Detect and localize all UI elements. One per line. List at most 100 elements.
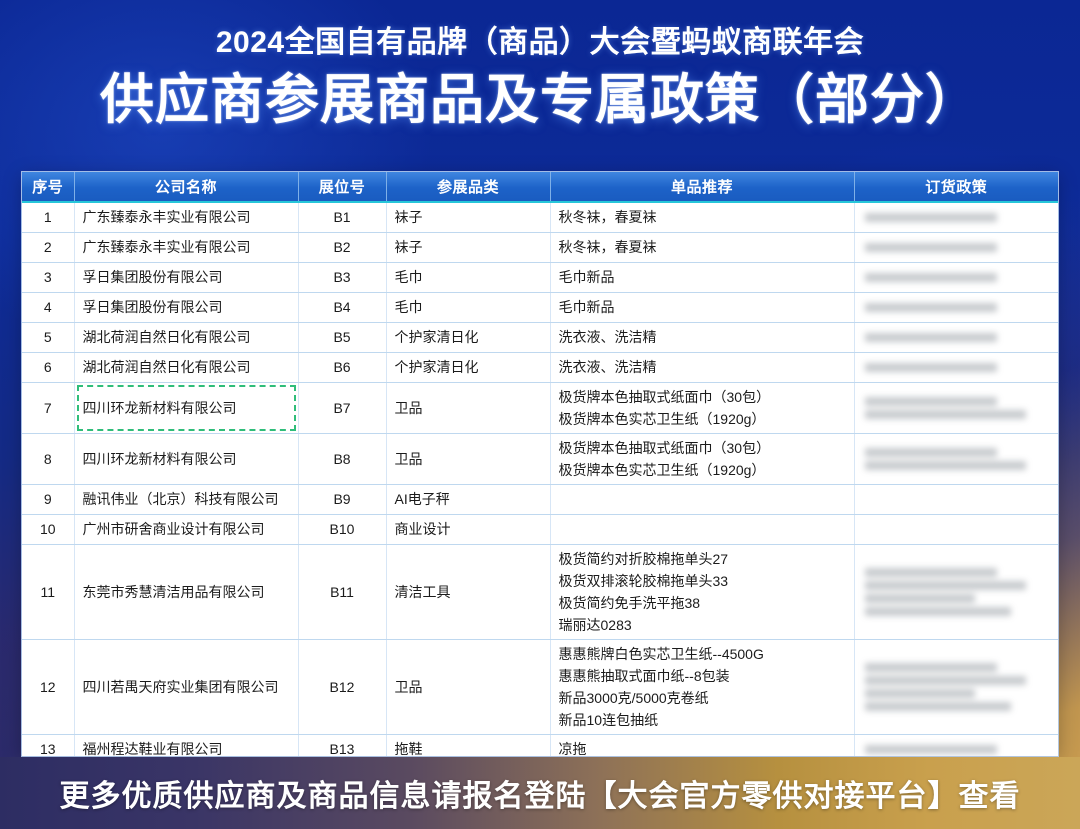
footer-bracket-open: 【	[586, 780, 618, 813]
footer-text-after: 查看	[958, 780, 1021, 813]
table-row[interactable]: 5 湖北荷润自然日化有限公司 B5 个护家清日化 洗衣液、洗洁精	[22, 322, 1059, 353]
recommended-item-line: 极货简约免手洗平拖38	[558, 594, 701, 611]
cell-company-name: 湖北荷润自然日化有限公司	[74, 322, 299, 353]
cell-index: 8	[22, 433, 75, 485]
table-row[interactable]: 7 四川环龙新材料有限公司 B7 卫品 极货牌本色抽取式纸面巾（30包） 极货牌本色实芯卫…	[22, 382, 1059, 434]
redacted-line	[864, 396, 997, 406]
cell-recommended-items: 惠惠熊牌白色实芯卫生纸--4500G 惠惠熊抽取式面巾纸--8包装 新品3000克/…	[550, 639, 855, 735]
cell-order-policy	[854, 514, 1058, 545]
cell-booth-number: B13	[298, 734, 387, 756]
recommended-item-line: 毛巾新品	[558, 269, 615, 285]
cell-company-name: 广东臻泰永丰实业有限公司	[74, 202, 299, 233]
cell-index: 5	[22, 322, 75, 353]
cell-category: 毛巾	[386, 292, 551, 323]
table-row[interactable]: 1 广东臻泰永丰实业有限公司 B1 袜子 秋冬袜，春夏袜	[22, 202, 1058, 233]
cell-index: 12	[22, 639, 75, 735]
table-row[interactable]: 13 福州程达鞋业有限公司 B13 拖鞋 凉拖	[22, 734, 1058, 756]
table-header: 序号 公司名称 展位号 参展品类 单品推荐 订货政策	[22, 172, 1058, 203]
recommended-item-line: 惠惠熊抽取式面巾纸--8包装	[558, 667, 730, 684]
column-header-category: 参展品类	[386, 172, 551, 203]
cell-recommended-items: 极货牌本色抽取式纸面巾（30包） 极货牌本色实芯卫生纸（1920g）	[550, 382, 855, 434]
redacted-policy-content	[855, 736, 1059, 757]
redacted-line	[864, 447, 997, 457]
recommended-item-line: 秋冬袜，春夏袜	[558, 209, 657, 226]
cell-recommended-items	[550, 484, 855, 515]
cell-category: 拖鞋	[386, 734, 551, 756]
cell-recommended-items: 极货简约对折胶棉拖单头27 极货双排滚轮胶棉拖单头33 极货简约免手洗平拖38 瑞丽达…	[550, 544, 855, 640]
cell-index: 13	[22, 734, 75, 756]
cell-order-policy	[854, 202, 1058, 233]
cell-company-name: 四川环龙新材料有限公司	[74, 433, 299, 485]
cell-recommended-items: 秋冬袜，春夏袜	[550, 232, 855, 263]
recommended-item-line: 极货双排滚轮胶棉拖单头33	[558, 572, 729, 589]
cell-category: 毛巾	[386, 262, 551, 293]
redacted-line	[864, 212, 997, 222]
cell-booth-number: B2	[298, 232, 387, 263]
title-block: 2024全国自有品牌（商品）大会暨蚂蚁商联年会 供应商参展商品及专属政策（部分）	[0, 22, 1080, 132]
table-row[interactable]: 4 孚日集团股份有限公司 B4 毛巾 毛巾新品	[22, 292, 1058, 323]
redacted-line	[864, 701, 1012, 711]
table-row[interactable]: 3 孚日集团股份有限公司 B3 毛巾 毛巾新品	[22, 262, 1058, 293]
recommended-item-line: 新品10连包抽纸	[558, 711, 659, 728]
recommended-item-line: 瑞丽达0283	[558, 616, 632, 633]
event-subtitle: 2024全国自有品牌（商品）大会暨蚂蚁商联年会	[215, 26, 865, 59]
redacted-line	[864, 580, 1026, 590]
page-title: 供应商参展商品及专属政策（部分）	[100, 70, 980, 130]
cell-order-policy	[854, 734, 1058, 756]
cell-booth-number: B5	[298, 322, 387, 353]
cell-category: 个护家清日化	[386, 352, 551, 383]
cell-booth-number: B9	[298, 484, 387, 515]
redacted-policy-content	[855, 324, 1059, 351]
column-header-booth: 展位号	[298, 172, 387, 203]
redacted-policy-content	[855, 388, 1059, 428]
cell-company-name: 孚日集团股份有限公司	[74, 262, 299, 293]
footer-platform-name[interactable]: 大会官方零供对接平台	[617, 780, 928, 813]
cell-index: 3	[22, 262, 75, 293]
table-row[interactable]: 9 融讯伟业（北京）科技有限公司 B9 AI电子秤	[22, 484, 1058, 515]
recommended-item-line: 极货简约对折胶棉拖单头27	[558, 550, 729, 567]
suppliers-table: 序号 公司名称 展位号 参展品类 单品推荐 订货政策 1 广东臻泰永丰实业有限公司…	[22, 172, 1058, 756]
recommended-item-line: 洗衣液、洗洁精	[558, 359, 657, 375]
cell-index: 9	[22, 484, 75, 515]
cell-company-name: 广州市研舍商业设计有限公司	[74, 514, 299, 545]
footer-bracket-close: 】	[927, 780, 959, 813]
table-row[interactable]: 2 广东臻泰永丰实业有限公司 B2 袜子 秋冬袜，春夏袜	[22, 232, 1058, 263]
cell-company-name: 四川环龙新材料有限公司	[74, 382, 299, 434]
cell-category: 卫品	[386, 382, 551, 434]
cell-order-policy	[854, 433, 1058, 485]
footer-text-before: 更多优质供应商及商品信息请报名登陆	[59, 780, 587, 813]
cell-order-policy	[854, 639, 1058, 735]
table-header-row: 序号 公司名称 展位号 参展品类 单品推荐 订货政策	[22, 172, 1058, 203]
cell-company-name: 四川若禺天府实业集团有限公司	[74, 639, 299, 735]
column-header-company: 公司名称	[74, 172, 299, 203]
cell-order-policy	[854, 352, 1058, 383]
cell-order-policy	[854, 382, 1059, 434]
cell-booth-number: B10	[298, 514, 387, 545]
cell-booth-number: B1	[298, 202, 387, 233]
recommended-item-line: 极货牌本色实芯卫生纸（1920g）	[558, 410, 766, 427]
cell-booth-number: B7	[298, 382, 387, 434]
cell-index: 7	[22, 382, 75, 434]
footer-banner: 更多优质供应商及商品信息请报名登陆【大会官方零供对接平台】查看	[0, 757, 1080, 829]
cell-recommended-items: 毛巾新品	[550, 262, 855, 293]
cell-booth-number: B4	[298, 292, 387, 323]
table-row[interactable]: 11 东莞市秀慧清洁用品有限公司 B11 清洁工具 极货简约对折胶棉拖单头27 极货双排滚…	[22, 544, 1058, 640]
cell-index: 1	[22, 202, 75, 233]
cell-recommended-items	[550, 514, 855, 545]
table-row[interactable]: 10 广州市研舍商业设计有限公司 B10 商业设计	[22, 514, 1058, 545]
cell-booth-number: B8	[298, 433, 387, 485]
table-row[interactable]: 6 湖北荷润自然日化有限公司 B6 个护家清日化 洗衣液、洗洁精	[22, 352, 1058, 383]
redacted-line	[864, 332, 997, 342]
cell-booth-number: B12	[298, 639, 387, 735]
cell-order-policy	[854, 322, 1059, 353]
column-header-items: 单品推荐	[550, 172, 855, 203]
redacted-line	[864, 460, 1026, 470]
recommended-item-line: 惠惠熊牌白色实芯卫生纸--4500G	[558, 645, 764, 662]
cell-category: 商业设计	[386, 514, 551, 545]
recommended-item-line: 新品3000克/5000克卷纸	[558, 689, 709, 706]
cell-order-policy	[854, 232, 1058, 263]
redacted-line	[864, 606, 1012, 616]
table-row[interactable]: 8 四川环龙新材料有限公司 B8 卫品 极货牌本色抽取式纸面巾（30包） 极货牌本色实芯卫…	[22, 433, 1058, 485]
table-row[interactable]: 12 四川若禺天府实业集团有限公司 B12 卫品 惠惠熊牌白色实芯卫生纸--4500G 惠…	[22, 639, 1058, 735]
cell-company-name: 融讯伟业（北京）科技有限公司	[74, 484, 299, 515]
